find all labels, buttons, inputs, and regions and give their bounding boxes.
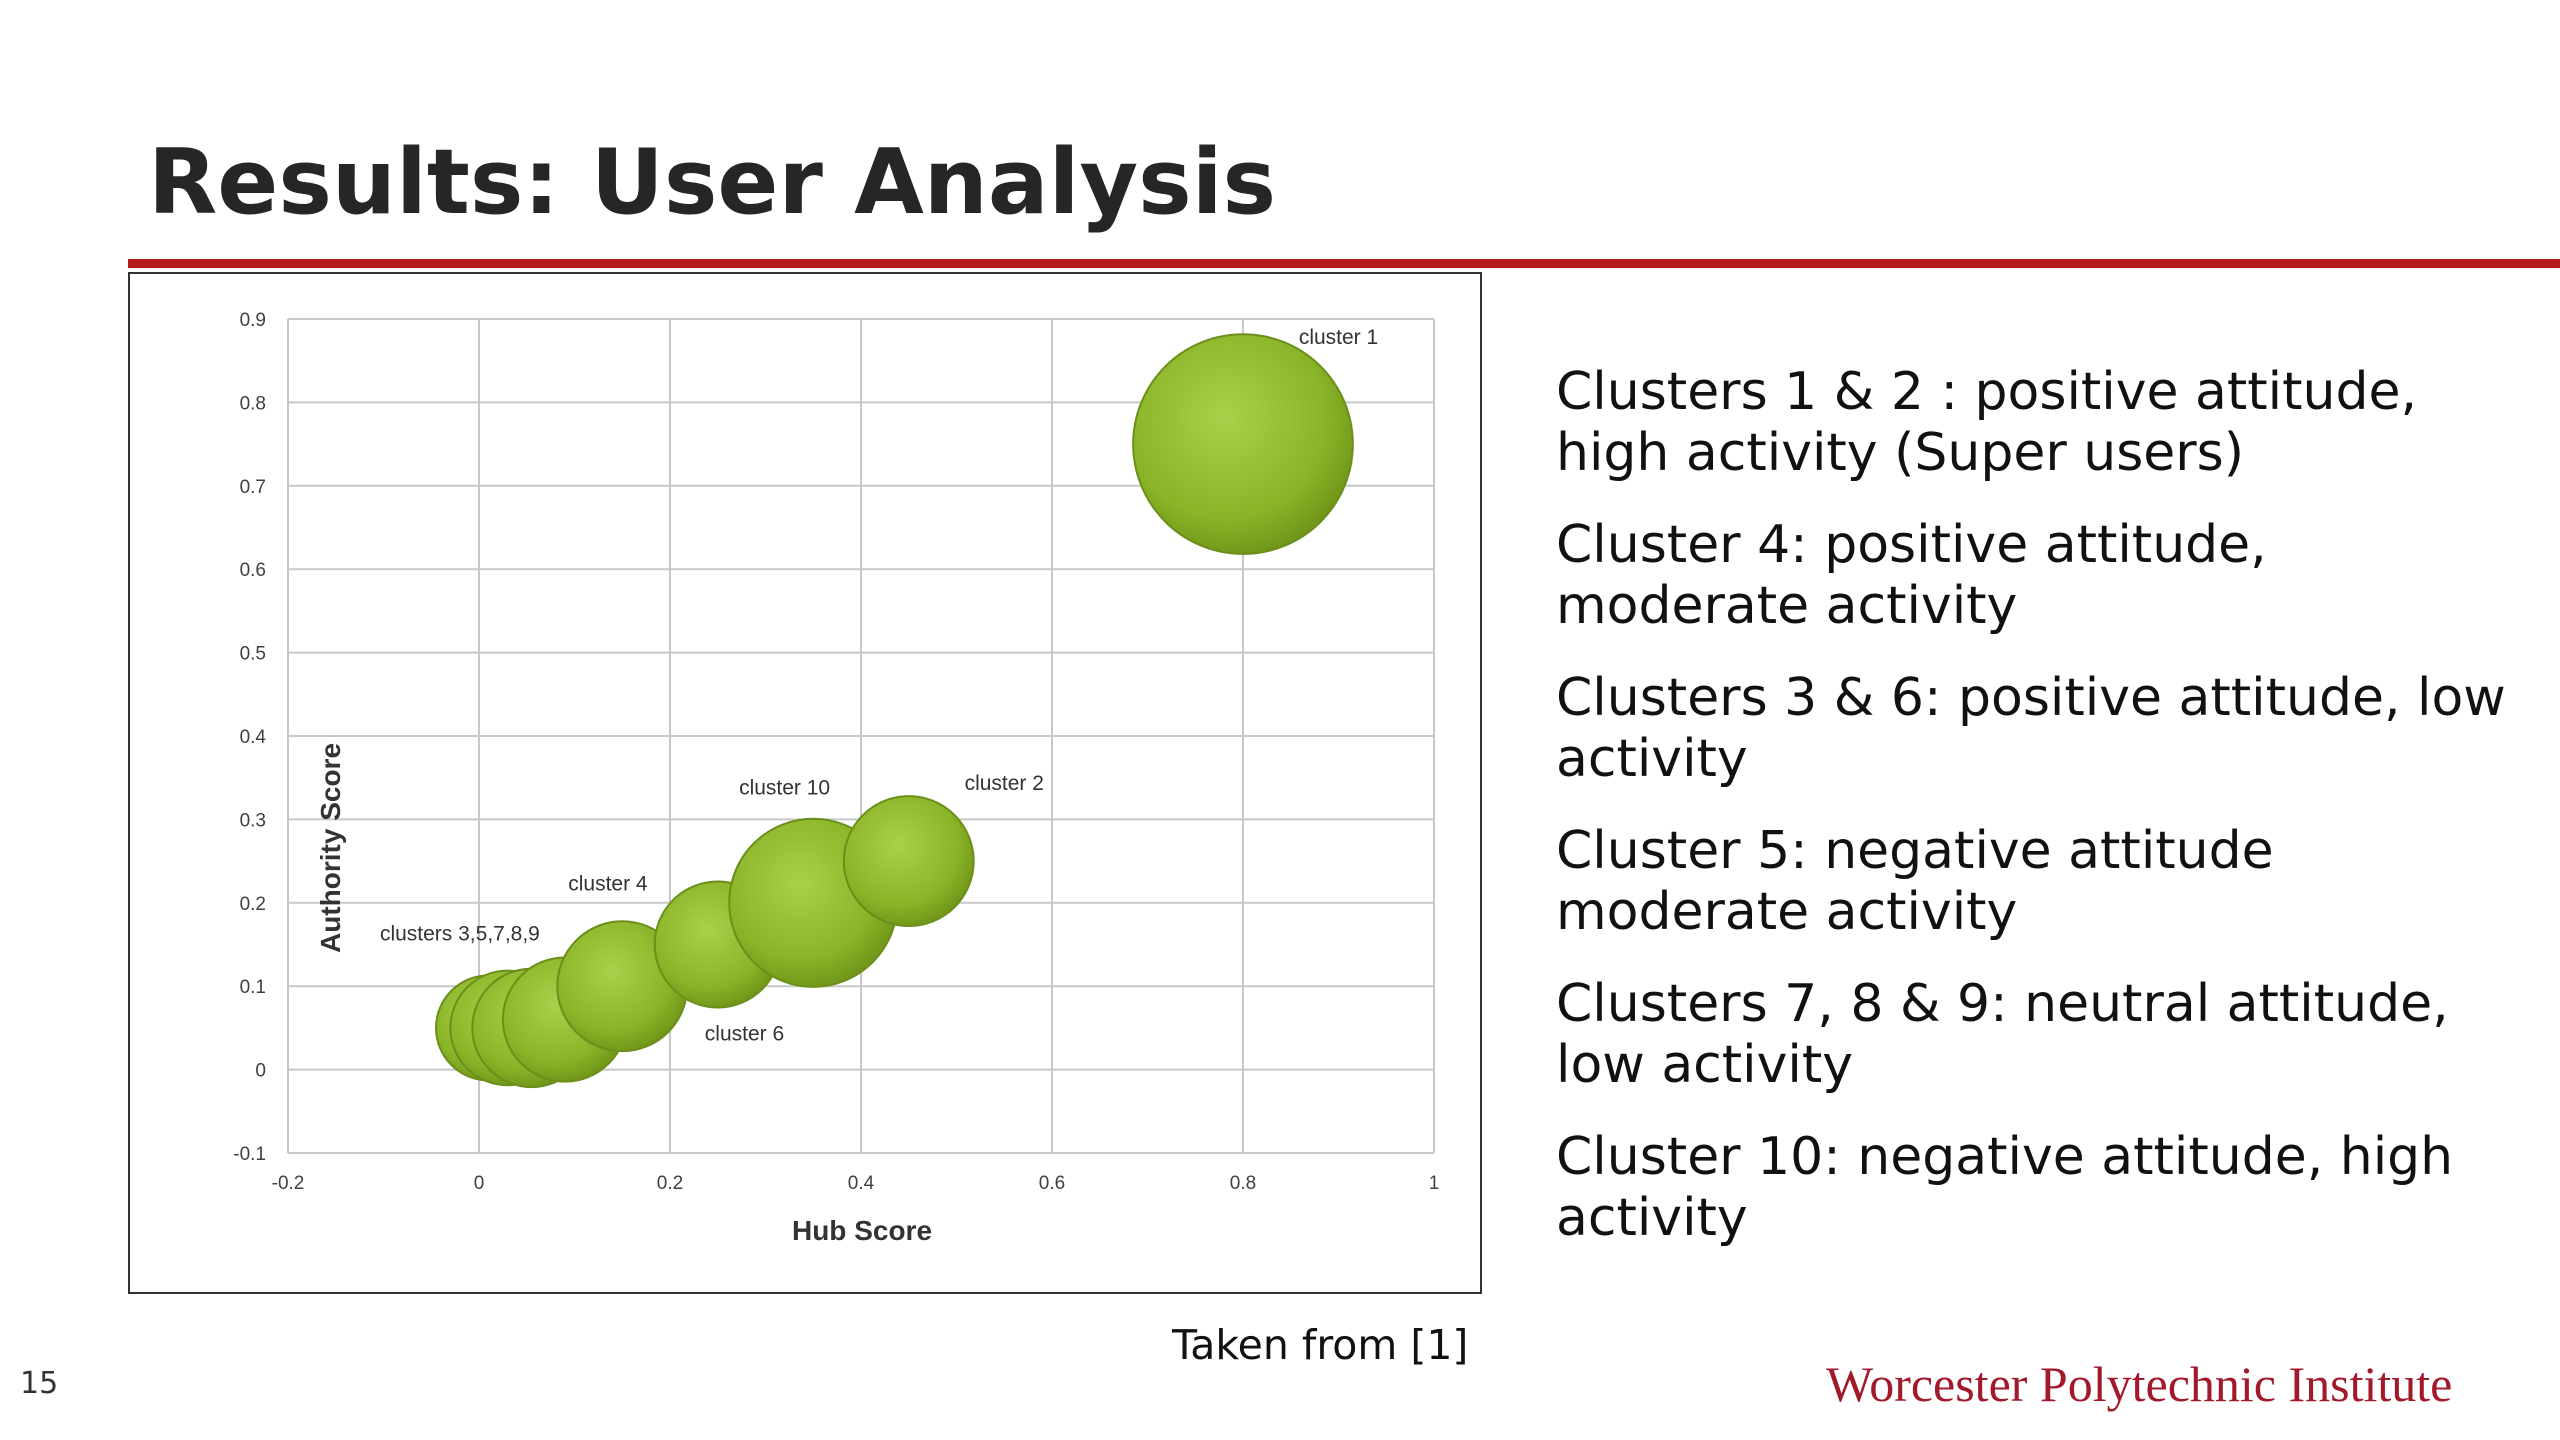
chart-canvas: -0.2 0 0.2 0.4 0.6 0.8 1 -0.1 0 0.1 0.2 0.3 0.4 0.5 0.… (233, 310, 1439, 1246)
bullet-item: Cluster 4: positive attitude, moderate a… (1556, 515, 2267, 636)
bubble-label: cluster 10 (739, 776, 830, 799)
bubble-point (842, 795, 975, 928)
bubble-label: cluster 1 (1299, 326, 1378, 349)
axis-ticks: -0.2 0 0.2 0.4 0.6 0.8 1 -0.1 0 0.1 0.2 0.3 0.4 0.5 0.… (233, 310, 1439, 1194)
x-axis-title: Hub Score (792, 1215, 932, 1246)
institution-logo: Worcester Polytechnic Institute (1826, 1356, 2453, 1412)
y-tick-label: 0.3 (240, 810, 266, 831)
y-tick-label: 0.7 (240, 477, 266, 498)
source-caption: Taken from [1] (1172, 1321, 1469, 1369)
x-tick-label: 0 (474, 1173, 485, 1194)
title-divider (128, 259, 2560, 268)
bubble-label: cluster 6 (705, 1022, 784, 1045)
y-tick-label: 0.1 (240, 977, 266, 998)
y-tick-label: -0.1 (233, 1144, 266, 1165)
bubble-chart: -0.2 0 0.2 0.4 0.6 0.8 1 -0.1 0 0.1 0.2 0.3 0.4 0.5 0.… (128, 272, 1482, 1294)
bubble-series (435, 333, 1354, 1089)
bubble-point (1132, 333, 1354, 555)
y-tick-label: 0.8 (240, 393, 266, 414)
x-tick-label: -0.2 (272, 1173, 305, 1194)
y-tick-label: 0.6 (240, 560, 266, 581)
bubble-label: clusters 3,5,7,8,9 (380, 922, 540, 945)
y-tick-label: 0 (255, 1061, 266, 1082)
bullet-item: Clusters 3 & 6: positive attitude, low a… (1556, 668, 2506, 789)
bullet-item: Clusters 1 & 2 : positive attitude, high… (1556, 362, 2417, 483)
bullet-item: Cluster 5: negative attitude moderate ac… (1556, 821, 2274, 942)
y-tick-label: 0.5 (240, 644, 266, 665)
x-tick-label: 0.8 (1230, 1173, 1256, 1194)
y-tick-label: 0.4 (240, 727, 267, 748)
page-number: 15 (20, 1366, 59, 1401)
bullet-list: Clusters 1 & 2 : positive attitude, high… (1556, 362, 2516, 1280)
bubble-labels: clusters 3,5,7,8,9 cluster 4 cluster 6 clus… (380, 326, 1378, 1045)
bubble-label: cluster 2 (965, 772, 1044, 795)
x-tick-label: 0.6 (1039, 1173, 1065, 1194)
bubble-label: cluster 4 (568, 872, 648, 895)
bullet-item: Cluster 10: negative attitude, high acti… (1556, 1127, 2454, 1248)
x-tick-label: 1 (1429, 1173, 1440, 1194)
y-tick-label: 0.2 (240, 894, 266, 915)
slide-title: Results: User Analysis (148, 130, 1277, 235)
x-tick-label: 0.4 (848, 1173, 875, 1194)
y-tick-label: 0.9 (240, 310, 266, 331)
x-tick-label: 0.2 (657, 1173, 683, 1194)
y-axis-title: Authority Score (315, 743, 346, 953)
bullet-item: Clusters 7, 8 & 9: neutral attitude, low… (1556, 974, 2449, 1095)
